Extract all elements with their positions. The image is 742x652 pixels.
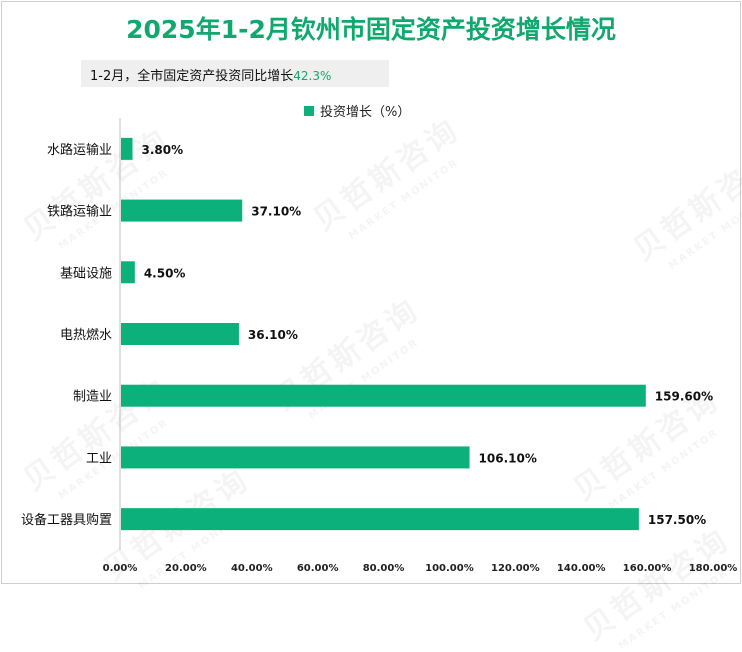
legend: 投资增长（%） xyxy=(304,101,410,120)
x-tick-label: 40.00% xyxy=(231,563,273,574)
data-label: 36.10% xyxy=(248,328,298,342)
x-tick-label: 140.00% xyxy=(557,563,606,574)
bar xyxy=(121,508,639,531)
data-label: 4.50% xyxy=(144,266,186,280)
x-tick-label: 20.00% xyxy=(165,563,207,574)
category-label: 基础设施 xyxy=(60,266,112,281)
subtitle-value: 42.3% xyxy=(293,69,332,83)
bar xyxy=(121,199,243,222)
legend-label: 投资增长（%） xyxy=(320,105,411,120)
category-label: 设备工器具购置 xyxy=(21,512,112,528)
chart-title: 2025年1-2月钦州市固定资产投资增长情况 xyxy=(126,15,616,44)
bar xyxy=(121,137,133,160)
subtitle-box: 1-2月，全市固定资产投资同比增长42.3% xyxy=(81,60,389,87)
x-tick-label: 120.00% xyxy=(491,563,540,574)
category-label: 水路运输业 xyxy=(47,142,112,158)
bar xyxy=(121,384,646,407)
bar xyxy=(121,446,470,469)
subtitle-text: 1-2月，全市固定资产投资同比增长42.3% xyxy=(90,65,331,84)
data-label: 157.50% xyxy=(648,513,706,527)
category-label: 制造业 xyxy=(73,390,112,405)
data-label: 106.10% xyxy=(479,451,537,465)
category-label: 铁路运输业 xyxy=(47,204,112,220)
data-label: 159.60% xyxy=(655,390,713,404)
legend-swatch xyxy=(304,105,314,116)
chart-frame xyxy=(1,1,741,584)
category-label: 工业 xyxy=(86,451,112,466)
x-tick-label: 180.00% xyxy=(689,563,738,574)
x-tick-label: 160.00% xyxy=(623,563,672,574)
bar xyxy=(121,323,239,345)
x-tick-label: 80.00% xyxy=(363,563,405,574)
x-tick-label: 60.00% xyxy=(297,563,339,574)
bar xyxy=(121,261,135,284)
x-tick-label: 0.00% xyxy=(103,563,138,574)
x-tick-label: 100.00% xyxy=(425,563,474,574)
subtitle-label: 1-2月，全市固定资产投资同比增长 xyxy=(90,69,294,84)
data-label: 37.10% xyxy=(251,205,301,219)
bar-chart: 水路运输业 3.80% 铁路运输业 37.10% 基础设施 4.50% 电热燃水 36.10%… xyxy=(21,118,738,574)
category-label: 电热燃水 xyxy=(60,327,112,343)
data-label: 3.80% xyxy=(142,143,184,157)
